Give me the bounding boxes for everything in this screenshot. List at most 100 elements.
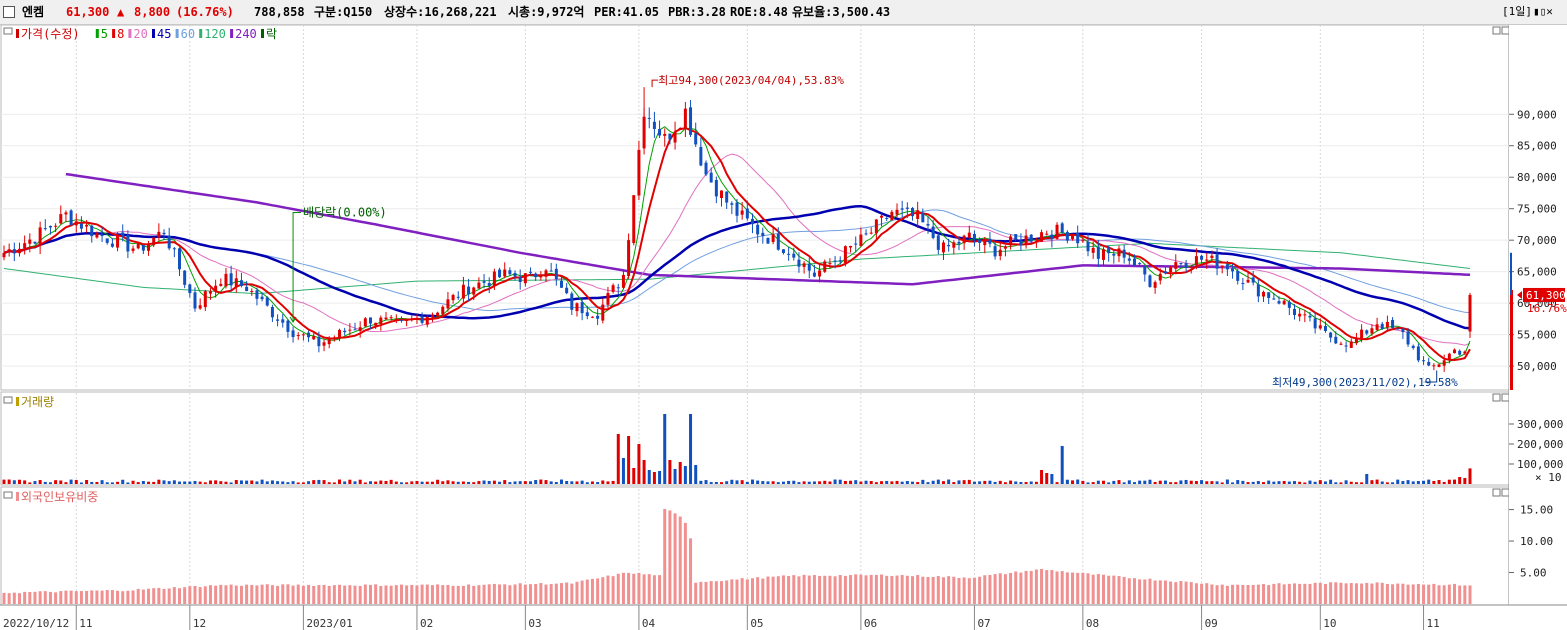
volume-bar [492,480,496,484]
volume-bar [776,482,780,484]
current-price: 61,300 [66,5,110,19]
volume-bar [214,480,218,484]
foreign-bar [147,588,151,604]
candle-body [694,133,698,145]
legend-marker [152,29,155,38]
volume-bar [673,469,677,484]
foreign-bar [430,585,434,604]
candle-body [1422,360,1426,362]
foreign-bar [1406,584,1410,604]
volume-bar [1339,482,1343,484]
candle-body [17,248,21,254]
candle-body [787,253,791,255]
candle-body [1225,264,1229,270]
volume-bar [854,480,858,484]
foreign-bar [265,584,269,604]
volume-bar [162,480,166,484]
foreign-bar [214,585,218,604]
candle-body [735,202,739,216]
candle-body [178,248,182,270]
x-tick-label: 11 [79,617,92,630]
foreign-bar [720,581,724,604]
foreign-bar [178,588,182,604]
foreign-bar [74,591,78,604]
volume-bar [911,481,915,484]
candle-body [1096,247,1100,259]
foreign-bar [467,584,471,604]
candle-body [580,301,584,314]
candle-body [1272,298,1276,300]
candle-body [596,315,600,319]
volume-bar [575,481,579,484]
volume-bar [1267,480,1271,484]
foreign-bar [1391,584,1395,604]
candle-body [652,121,656,129]
candle-body [7,249,11,252]
volume-bar [198,481,202,484]
volume-bar [369,481,372,484]
volume-bar [926,482,930,484]
foreign-bar [1262,584,1266,604]
candle-body [85,224,89,227]
candle-body [647,117,651,119]
trade-volume: 788,858 [254,5,305,19]
foreign-bar [792,575,796,604]
candle-body [776,233,780,250]
candle-body [1391,319,1395,329]
candle-body [172,248,176,250]
volume-bar [1313,481,1317,484]
foreign-bar [79,591,83,604]
foreign-bar [1148,578,1152,604]
period-button[interactable]: [1일] [1502,5,1532,18]
candle-body [637,149,641,196]
volume-bar [255,481,259,484]
volume-bar [632,468,636,484]
volume-bar [54,480,58,484]
volume-bar [1246,482,1250,484]
volume-bar [941,481,945,484]
candle-body [384,317,388,320]
price-tick-label: 55,000 [1517,329,1557,342]
foreign-bar [673,513,677,604]
candle-body [141,245,145,251]
volume-bar [787,480,791,484]
volume-bar [1184,479,1188,484]
candle-body [1262,291,1266,297]
volume-bar [245,480,249,484]
foreign-bar [322,584,326,604]
candle-body [1437,364,1441,367]
volume-bar [203,482,207,484]
listed-shares: 상장수:16,268,221 [384,5,497,19]
candle-body [1432,365,1436,367]
volume-bar [1127,480,1131,484]
volume-bar [621,458,625,484]
volume-bar [1391,482,1395,484]
foreign-bar [389,585,393,604]
candle-body [559,280,563,288]
legend-item: 8 [117,27,124,41]
volume-bar [85,479,89,484]
volume-bar [131,480,135,484]
select-checkbox[interactable] [3,6,15,18]
foreign-bar [1416,583,1420,604]
candle-body [322,342,326,346]
foreign-bar [410,584,414,604]
volume-bar [880,481,884,484]
volume-bar [859,481,863,484]
foreign-legend: 외국인보유비중 [21,490,98,504]
foreign-bar [766,576,770,604]
volume-bar [1287,481,1291,484]
foreign-bar [967,578,971,604]
candle-body [482,281,486,283]
candle-body [952,242,956,248]
candle-body [1453,349,1457,354]
candle-body [962,235,966,244]
window-buttons[interactable]: ▮▯✕ [1533,5,1553,18]
candle-body [864,233,868,235]
candle-body [1112,253,1116,256]
foreign-bar [1339,582,1343,604]
candle-body [1427,361,1431,366]
candle-body [110,243,114,247]
foreign-bar [327,585,331,604]
foreign-bar [1437,585,1441,604]
